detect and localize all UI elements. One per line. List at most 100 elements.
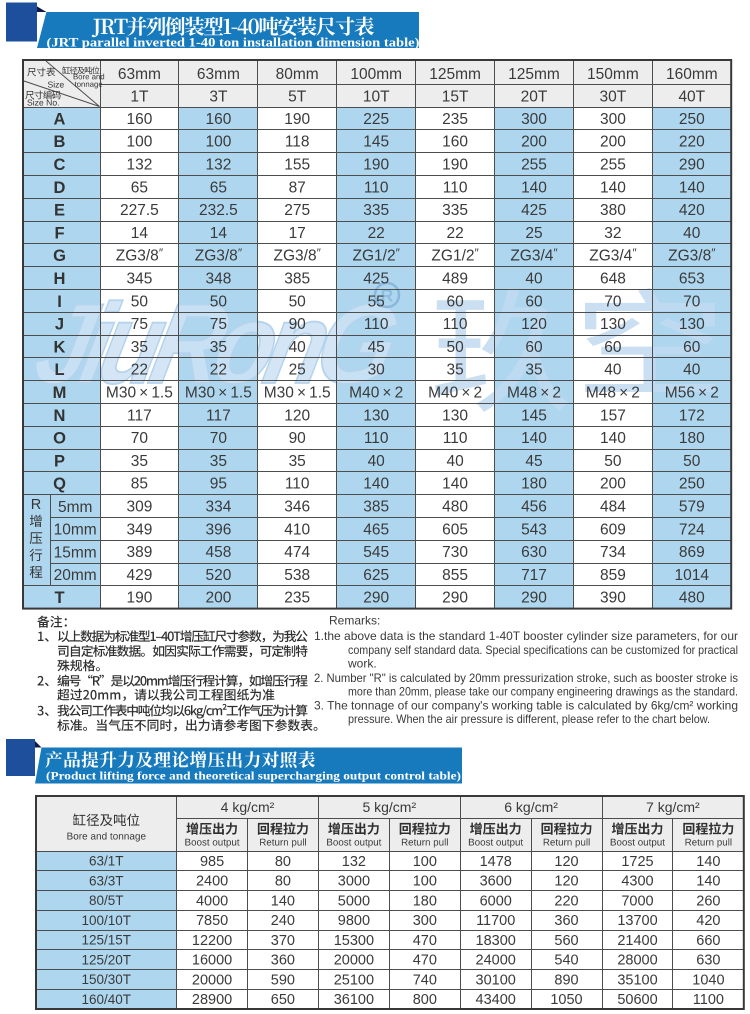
svg-text:717: 717 <box>521 567 547 584</box>
svg-text:70: 70 <box>131 430 149 447</box>
svg-text:157: 157 <box>600 407 626 424</box>
svg-text:ZG3/8″: ZG3/8″ <box>116 246 164 265</box>
svg-text:6 kg/cm²: 6 kg/cm² <box>504 799 558 815</box>
svg-text:172: 172 <box>679 407 705 424</box>
svg-text:579: 579 <box>679 499 705 516</box>
svg-text:255: 255 <box>600 157 626 174</box>
svg-text:22: 22 <box>368 225 385 242</box>
svg-text:5mm: 5mm <box>58 499 92 516</box>
svg-text:E: E <box>54 202 65 220</box>
svg-text:145: 145 <box>363 134 389 151</box>
svg-text:18300: 18300 <box>476 933 516 949</box>
svg-text:M30 × 1.5: M30 × 1.5 <box>106 385 173 402</box>
svg-text:35: 35 <box>525 362 542 379</box>
svg-text:100: 100 <box>413 854 437 870</box>
svg-text:20mm: 20mm <box>54 567 97 584</box>
svg-text:95: 95 <box>210 476 227 493</box>
svg-text:150/30T: 150/30T <box>82 972 132 987</box>
svg-text:40: 40 <box>446 453 464 470</box>
svg-text:609: 609 <box>600 521 626 538</box>
svg-text:40: 40 <box>368 453 386 470</box>
svg-text:C: C <box>54 156 66 174</box>
svg-text:1478: 1478 <box>480 854 512 870</box>
svg-text:653: 653 <box>679 271 705 288</box>
svg-text:110: 110 <box>364 179 389 196</box>
svg-text:7 kg/cm²: 7 kg/cm² <box>646 799 700 815</box>
svg-text:456: 456 <box>521 499 547 516</box>
svg-text:21400: 21400 <box>617 933 657 949</box>
svg-text:40: 40 <box>604 362 622 379</box>
svg-text:75: 75 <box>131 316 148 333</box>
svg-text:75: 75 <box>210 316 227 333</box>
svg-text:63mm: 63mm <box>118 66 161 83</box>
svg-text:JiuRonG: JiuRonG <box>25 279 408 407</box>
svg-text:125mm: 125mm <box>429 66 481 83</box>
svg-text:50600: 50600 <box>617 992 657 1008</box>
svg-text:90: 90 <box>289 316 307 333</box>
svg-text:538: 538 <box>284 567 310 584</box>
svg-text:110: 110 <box>443 430 468 447</box>
svg-text:489: 489 <box>442 271 468 288</box>
svg-text:L: L <box>54 361 64 379</box>
svg-text:50: 50 <box>446 339 464 356</box>
svg-text:M30 × 1.5: M30 × 1.5 <box>264 385 331 402</box>
svg-text:120: 120 <box>554 854 578 870</box>
svg-text:120: 120 <box>521 316 547 333</box>
svg-text:590: 590 <box>271 972 295 988</box>
svg-text:3000: 3000 <box>338 874 370 890</box>
svg-text:190: 190 <box>363 157 389 174</box>
svg-text:145: 145 <box>521 407 547 424</box>
svg-text:90: 90 <box>289 430 307 447</box>
svg-text:458: 458 <box>205 544 231 561</box>
svg-text:70: 70 <box>210 430 228 447</box>
svg-text:35100: 35100 <box>617 972 657 988</box>
svg-text:55: 55 <box>368 293 385 310</box>
svg-text:63/1T: 63/1T <box>89 854 124 869</box>
svg-text:140: 140 <box>271 893 295 909</box>
svg-text:389: 389 <box>126 544 152 561</box>
svg-text:1.the above data is the standa: 1.the above data is the standard 1-40T b… <box>314 629 738 643</box>
svg-text:28900: 28900 <box>192 992 232 1008</box>
svg-text:385: 385 <box>284 271 310 288</box>
svg-text:50: 50 <box>604 453 622 470</box>
svg-text:(Product lifting force and the: (Product lifting force and theoretical s… <box>46 771 461 783</box>
svg-text:410: 410 <box>284 521 310 538</box>
svg-text:180: 180 <box>521 476 547 493</box>
svg-text:14: 14 <box>210 225 228 242</box>
svg-text:6000: 6000 <box>480 893 512 909</box>
svg-text:M30 × 1.5: M30 × 1.5 <box>185 385 252 402</box>
svg-text:220: 220 <box>554 893 578 909</box>
svg-text:140: 140 <box>521 430 547 447</box>
svg-text:335: 335 <box>363 202 389 219</box>
svg-text:130: 130 <box>679 316 705 333</box>
svg-text:40: 40 <box>525 271 543 288</box>
svg-text:235: 235 <box>284 590 310 607</box>
svg-text:349: 349 <box>126 521 152 538</box>
svg-text:227.5: 227.5 <box>120 202 159 219</box>
svg-text:35: 35 <box>210 453 227 470</box>
svg-text:985: 985 <box>200 854 224 870</box>
svg-text:855: 855 <box>442 567 468 584</box>
svg-text:7000: 7000 <box>621 893 653 909</box>
svg-text:O: O <box>53 430 66 448</box>
svg-text:10T: 10T <box>363 89 390 106</box>
svg-text:65: 65 <box>131 179 148 196</box>
svg-text:648: 648 <box>600 271 626 288</box>
svg-text:30100: 30100 <box>476 972 516 988</box>
svg-text:24000: 24000 <box>476 953 516 969</box>
svg-text:70: 70 <box>604 293 622 310</box>
svg-text:140: 140 <box>363 476 389 493</box>
svg-text:25100: 25100 <box>334 972 374 988</box>
svg-text:255: 255 <box>521 157 547 174</box>
svg-text:12200: 12200 <box>192 933 232 949</box>
svg-text:110: 110 <box>285 476 310 493</box>
svg-text:17: 17 <box>289 225 306 242</box>
svg-text:140: 140 <box>600 179 626 196</box>
svg-text:110: 110 <box>364 430 389 447</box>
svg-text:630: 630 <box>696 953 720 969</box>
svg-text:474: 474 <box>284 544 310 561</box>
svg-text:1100: 1100 <box>693 992 724 1008</box>
svg-text:63/3T: 63/3T <box>89 873 124 888</box>
svg-text:35: 35 <box>289 453 306 470</box>
svg-text:70: 70 <box>683 293 701 310</box>
